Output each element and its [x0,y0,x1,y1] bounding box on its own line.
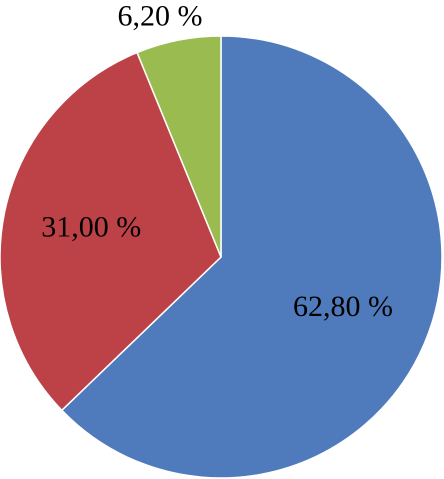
slice-label: 31,00 % [41,211,141,244]
slice-label: 6,20 % [117,0,202,32]
pie-slice [136,35,222,258]
pie-slice [60,35,443,479]
pie-slice [0,51,222,412]
slice-label: 62,80 % [293,290,393,323]
